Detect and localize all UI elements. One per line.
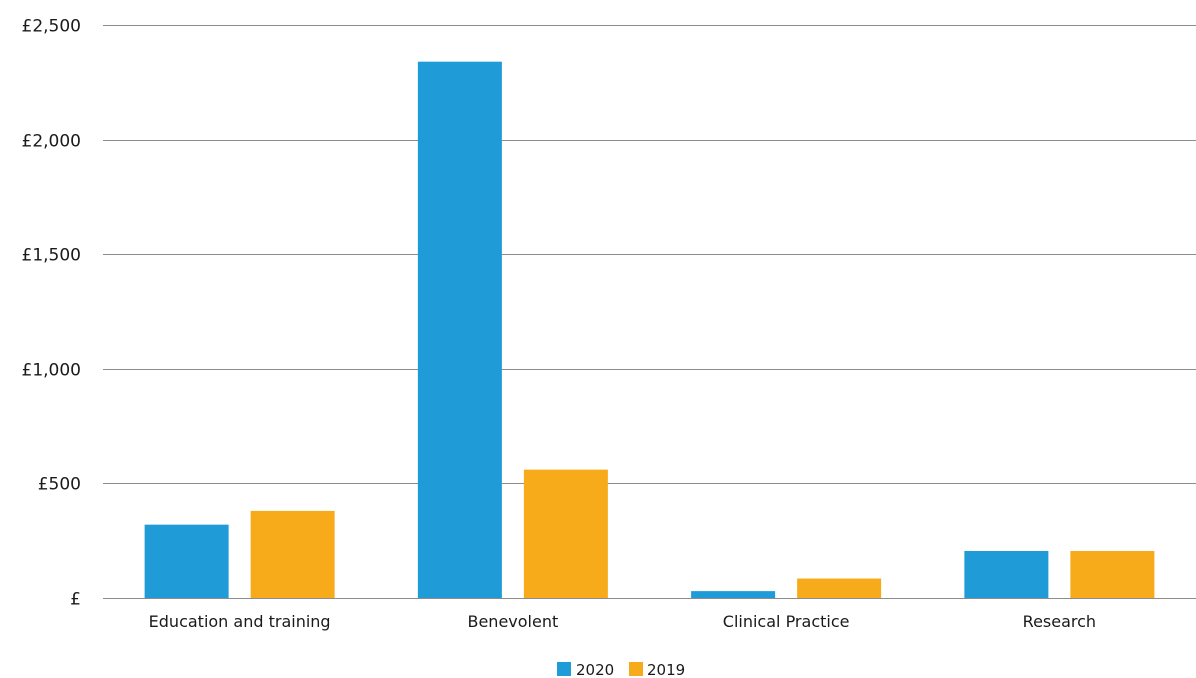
y-tick-label: £1,500 xyxy=(22,246,81,266)
y-tick-label: £2,000 xyxy=(22,132,81,152)
x-category-label: Clinical Practice xyxy=(723,612,850,631)
bar-2020-clinical-practice xyxy=(691,591,776,598)
y-tick-label: £1,000 xyxy=(22,361,81,381)
bar-2020-research xyxy=(964,551,1049,598)
legend-label-2019: 2019 xyxy=(647,661,685,678)
y-tick-label: £2,500 xyxy=(22,17,81,37)
legend-label-2020: 2020 xyxy=(576,661,614,678)
bar-2020-benevolent xyxy=(417,61,502,599)
bar-2019-research xyxy=(1070,551,1155,598)
legend-swatch-2020 xyxy=(557,662,571,676)
x-category-label: Education and training xyxy=(149,612,331,631)
gridlines xyxy=(103,25,1196,599)
y-axis-tick-labels: £ £500 £1,000 £1,500 £2,000 £2,500 xyxy=(22,17,81,610)
bar-2019-clinical-practice xyxy=(797,578,882,598)
y-tick-label: £ xyxy=(70,590,81,610)
y-tick-label: £500 xyxy=(38,475,81,495)
bars xyxy=(144,61,1155,599)
x-axis-category-labels: Education and training Benevolent Clinical… xyxy=(149,612,1096,631)
legend: 2020 2019 xyxy=(557,661,685,678)
bar-2020-education-and-training xyxy=(144,524,229,598)
bar-2019-benevolent xyxy=(523,469,608,598)
legend-swatch-2019 xyxy=(629,662,643,676)
bar-2019-education-and-training xyxy=(250,510,335,598)
x-category-label: Benevolent xyxy=(467,612,558,631)
x-category-label: Research xyxy=(1023,612,1096,631)
